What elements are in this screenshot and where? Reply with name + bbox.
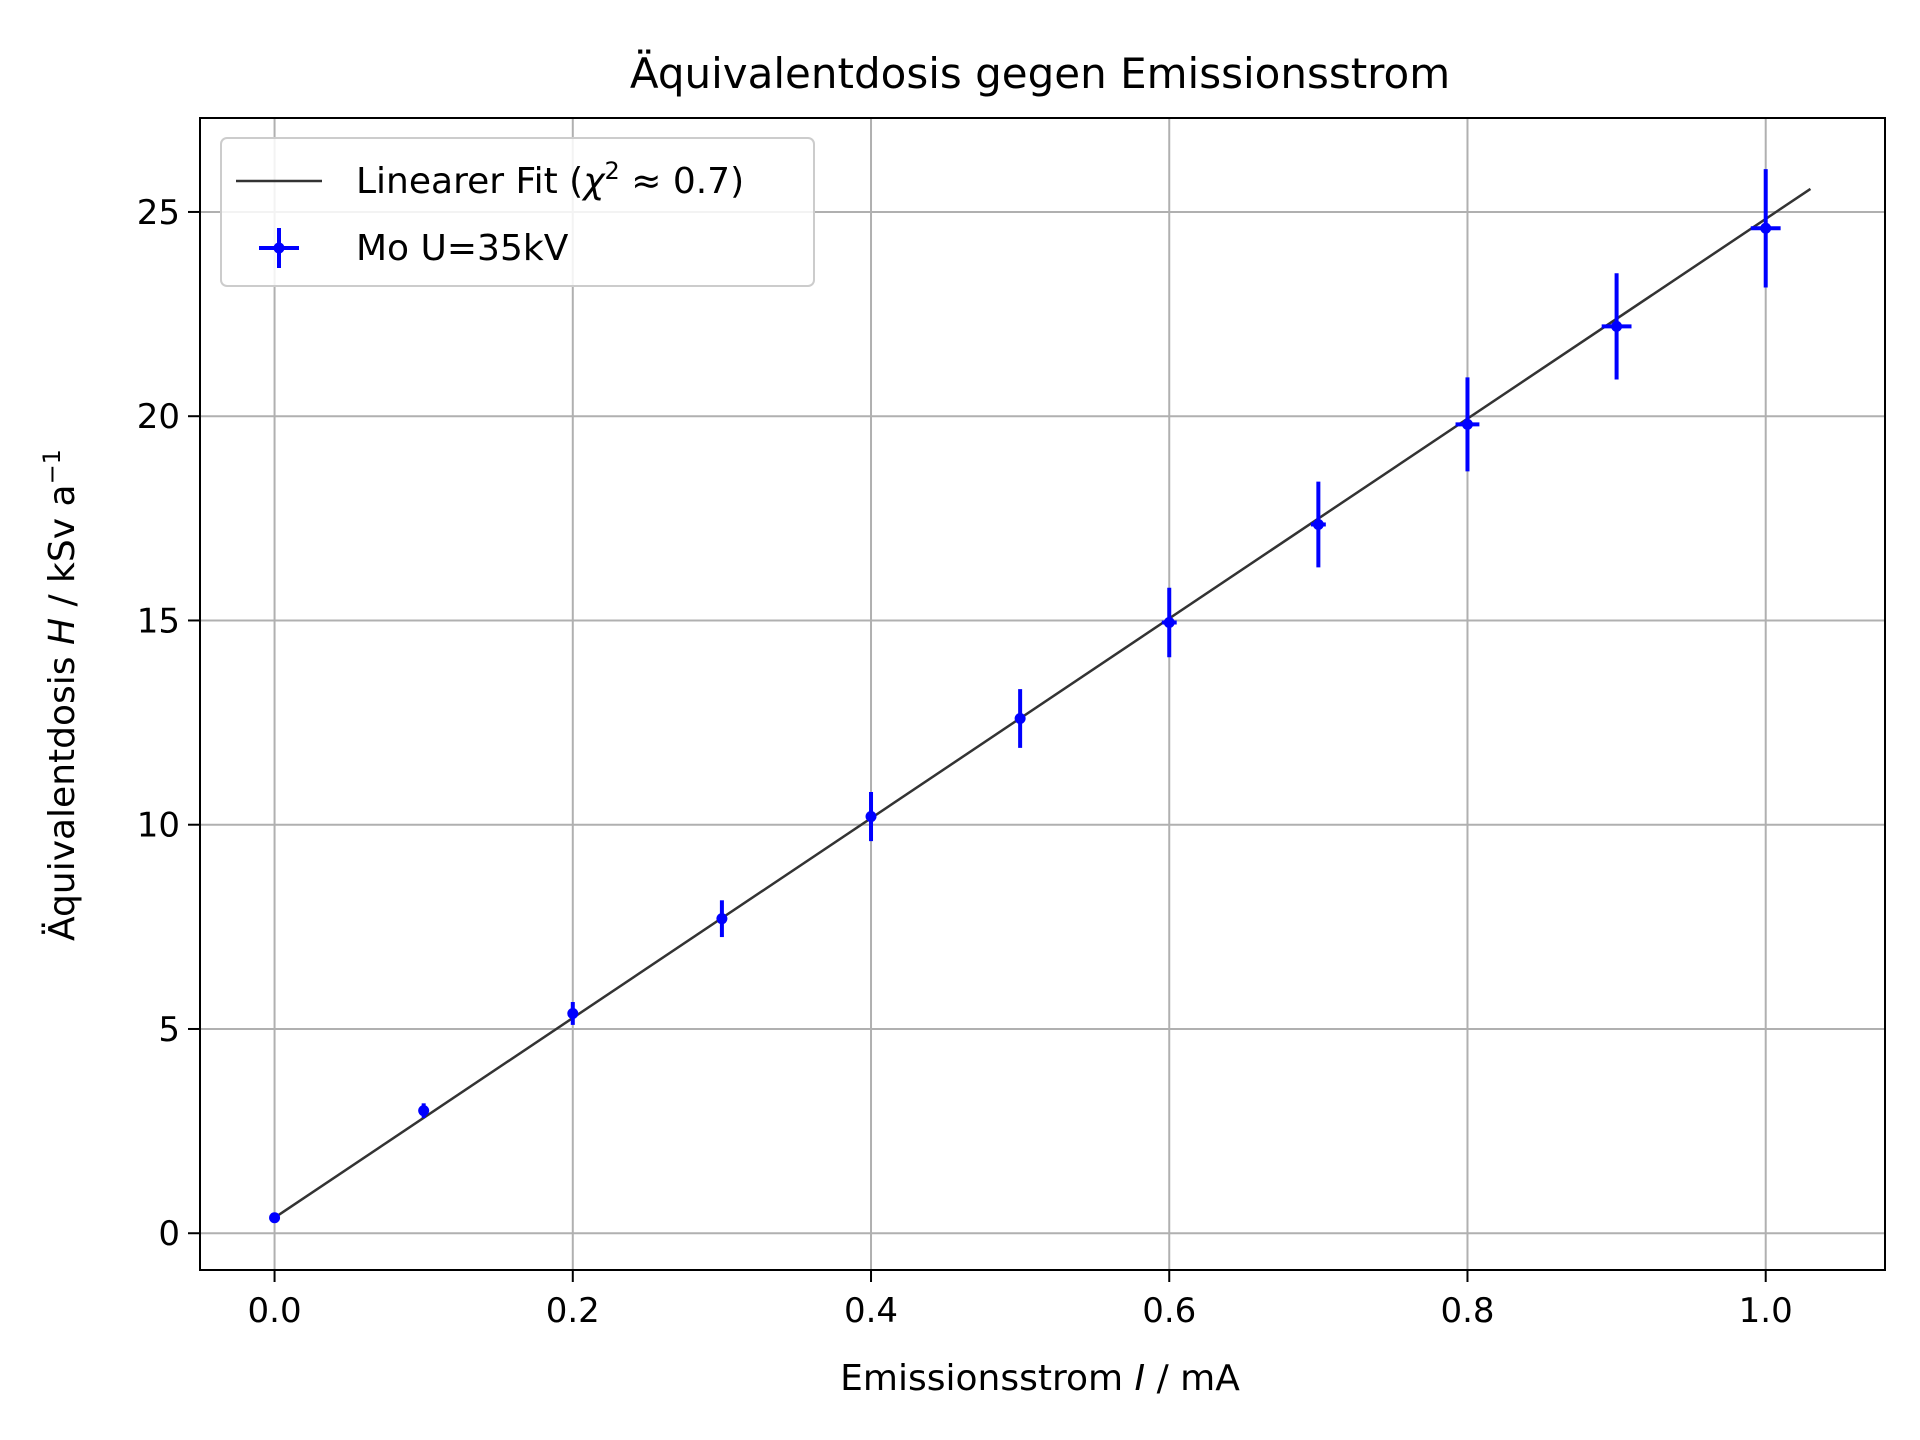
chart-title: Äquivalentdosis gegen Emissionsstrom [630, 48, 1450, 98]
x-axis-label: Emissionsstrom I / mA [840, 1358, 1240, 1399]
data-point [1161, 587, 1177, 658]
data-point [1601, 273, 1632, 380]
x-tick-label: 0.2 [546, 1291, 600, 1331]
data-marker [1163, 617, 1175, 629]
data-points-layer [269, 169, 1781, 1224]
y-tick-label: 10 [137, 806, 180, 846]
data-marker [567, 1007, 579, 1019]
y-tick-label: 0 [158, 1214, 180, 1254]
x-tick-label: 0.6 [1142, 1291, 1196, 1331]
data-point [1014, 689, 1026, 748]
plot-frame [199, 117, 1886, 1271]
data-marker [716, 913, 728, 925]
fit-line-layer [273, 187, 1812, 1219]
data-marker [1611, 320, 1623, 332]
data-point [418, 1103, 430, 1119]
legend: Linearer Fit (χ2 ≈ 0.7) Mo U=35kV [220, 137, 815, 287]
data-point [1455, 377, 1480, 472]
y-axis-ticks: 0 5 10 15 20 25 [137, 193, 200, 1254]
legend-series-label: Mo U=35kV [356, 228, 569, 269]
x-tick-label: 0.0 [248, 1291, 302, 1331]
data-point [1310, 481, 1326, 568]
y-tick-label: 15 [137, 601, 180, 641]
legend-swatch-marker [273, 242, 285, 254]
data-marker [1461, 418, 1473, 430]
data-marker [1312, 518, 1324, 530]
data-marker [865, 811, 877, 823]
legend-box [220, 137, 815, 287]
data-point [865, 792, 877, 842]
y-tick-label: 20 [137, 397, 180, 437]
data-point [269, 1212, 281, 1224]
y-axis-label: Äquivalentdosis H / kSv a−1 [38, 449, 83, 941]
data-marker [1014, 713, 1026, 725]
y-tick-label: 5 [158, 1010, 180, 1050]
data-marker [269, 1212, 281, 1224]
data-point [716, 900, 728, 938]
legend-series-swatch [259, 228, 299, 268]
data-point [567, 1002, 579, 1025]
x-axis-ticks: 0.0 0.2 0.4 0.6 0.8 1.0 [248, 1270, 1793, 1331]
data-point [1750, 169, 1781, 288]
y-tick-label: 25 [137, 193, 180, 233]
x-tick-label: 0.8 [1440, 1291, 1494, 1331]
legend-fit-label: Linearer Fit (χ2 ≈ 0.7) [356, 157, 744, 202]
fit-line [273, 187, 1812, 1219]
x-tick-label: 0.4 [844, 1291, 898, 1331]
x-tick-label: 1.0 [1739, 1291, 1793, 1331]
grid [200, 118, 1885, 1270]
data-marker [418, 1105, 430, 1117]
data-marker [1760, 222, 1772, 234]
